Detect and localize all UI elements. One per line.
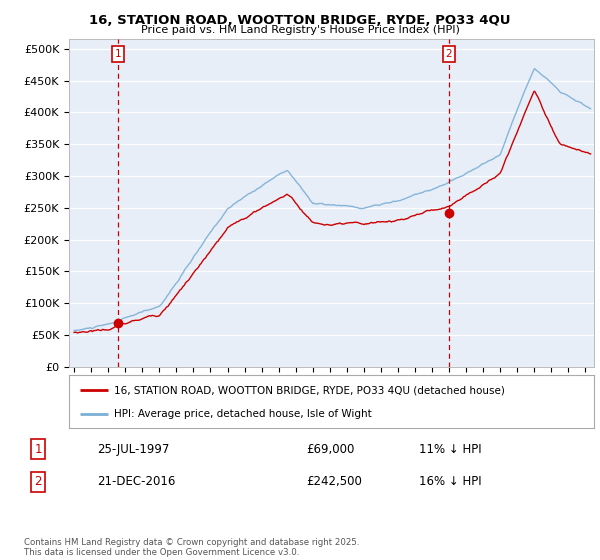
Text: HPI: Average price, detached house, Isle of Wight: HPI: Average price, detached house, Isle… [113, 408, 371, 418]
Text: 16, STATION ROAD, WOOTTON BRIDGE, RYDE, PO33 4QU: 16, STATION ROAD, WOOTTON BRIDGE, RYDE, … [89, 14, 511, 27]
Text: 25-JUL-1997: 25-JUL-1997 [97, 442, 170, 456]
Text: £69,000: £69,000 [306, 442, 355, 456]
Text: 2: 2 [34, 475, 42, 488]
Text: 11% ↓ HPI: 11% ↓ HPI [419, 442, 481, 456]
Text: 1: 1 [34, 442, 42, 456]
Text: 21-DEC-2016: 21-DEC-2016 [97, 475, 176, 488]
Text: 16, STATION ROAD, WOOTTON BRIDGE, RYDE, PO33 4QU (detached house): 16, STATION ROAD, WOOTTON BRIDGE, RYDE, … [113, 385, 505, 395]
Text: 16% ↓ HPI: 16% ↓ HPI [419, 475, 481, 488]
Text: £242,500: £242,500 [306, 475, 362, 488]
Text: Contains HM Land Registry data © Crown copyright and database right 2025.
This d: Contains HM Land Registry data © Crown c… [24, 538, 359, 557]
Text: 1: 1 [115, 49, 121, 59]
Text: Price paid vs. HM Land Registry's House Price Index (HPI): Price paid vs. HM Land Registry's House … [140, 25, 460, 35]
Text: 2: 2 [445, 49, 452, 59]
